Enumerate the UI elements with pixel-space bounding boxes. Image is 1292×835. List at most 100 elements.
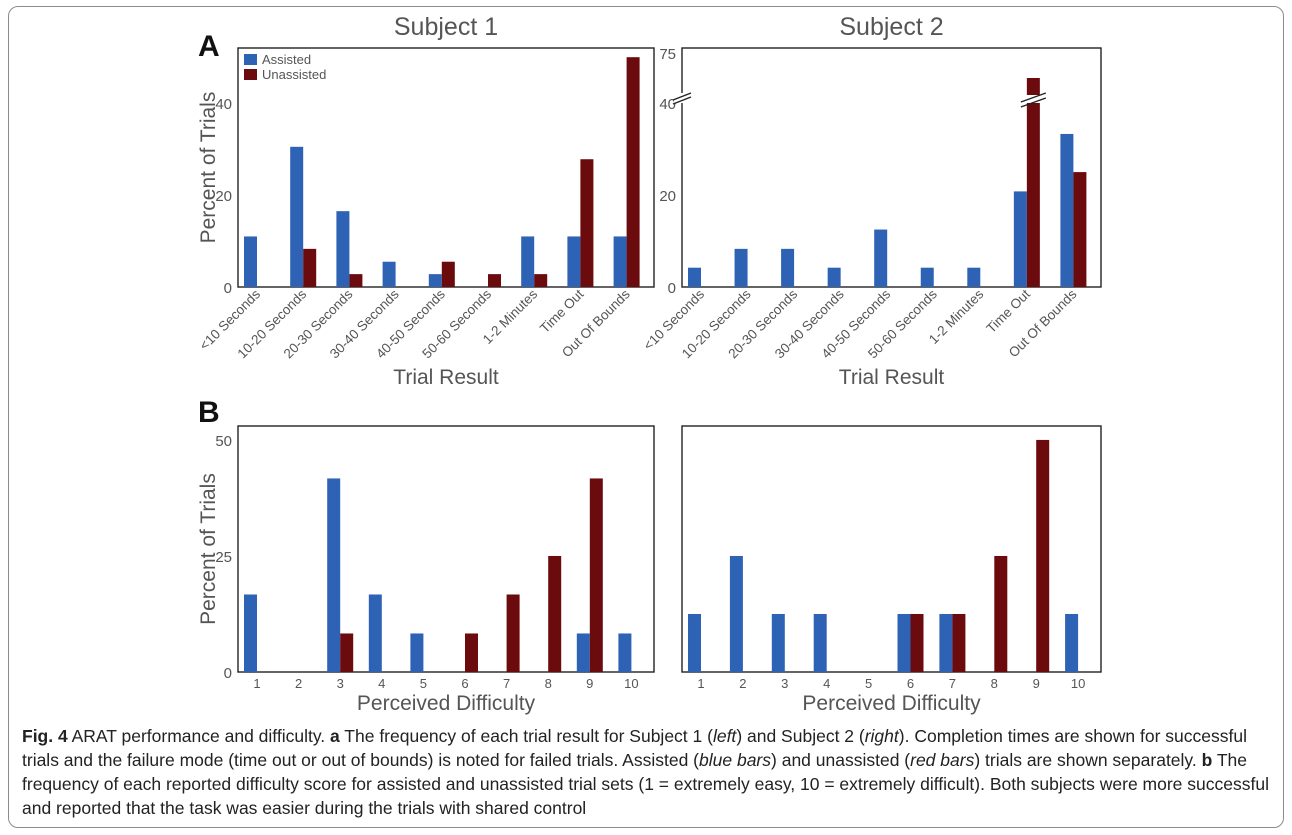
- chart-2-bar-assisted: [967, 267, 981, 287]
- chart-1-bar-unassisted: [303, 248, 317, 287]
- chart-4-xtick-label: 4: [823, 676, 830, 691]
- chart-4-bar-assisted: [813, 613, 827, 672]
- chart-2-bar-unassisted: [1026, 78, 1040, 287]
- chart-4-bar-unassisted: [952, 613, 966, 672]
- chart-3-bar-assisted: [368, 594, 382, 672]
- chart-3-xtick-label: 6: [461, 676, 468, 691]
- chart-4-xtick-label: 2: [739, 676, 746, 691]
- figure-caption: Fig. 4 ARAT performance and difficulty. …: [22, 724, 1278, 820]
- chart-3-bar-assisted: [244, 594, 257, 672]
- chart-3-bar-unassisted: [506, 594, 520, 672]
- chart-2-bar-assisted: [874, 229, 888, 287]
- chart-2-bar-break-gap: [1023, 95, 1043, 103]
- chart-1-bar-unassisted: [349, 274, 363, 287]
- caption-title: ARAT performance and difficulty.: [67, 726, 331, 746]
- caption-a-text-5: ) trials are shown separately.: [974, 750, 1202, 770]
- figure-frame: [8, 6, 1284, 828]
- chart-1-bar-unassisted: [626, 57, 640, 287]
- caption-blue-bars: blue bars: [699, 750, 772, 770]
- chart-3-xtick-label: 10: [624, 676, 638, 691]
- chart-2-ytick-label: 40: [659, 96, 676, 113]
- chart-3-bar-assisted: [327, 478, 341, 672]
- chart-1-bar-assisted: [244, 236, 257, 287]
- chart-2-ytick-label: 0: [668, 280, 676, 297]
- chart-1-bar-assisted: [290, 146, 304, 287]
- chart-1-ytick-label: 0: [224, 280, 232, 297]
- chart-2-axis-break-mark: [672, 92, 692, 101]
- chart-2-bar-assisted: [827, 267, 841, 287]
- chart-4-xtick-label: 5: [865, 676, 872, 691]
- chart-4-bar-assisted: [729, 555, 743, 672]
- chart-1-bar-assisted: [521, 236, 535, 287]
- caption-a-text-1: The frequency of each trial result for S…: [339, 726, 713, 746]
- chart-2-bar-assisted: [734, 248, 748, 287]
- caption-a-text-3: ). Completion times are shown for succes…: [22, 726, 1247, 770]
- chart-2-bar-assisted: [688, 267, 701, 287]
- caption-fig-label: Fig. 4: [22, 726, 68, 746]
- chart-2-ytick-label: 20: [659, 188, 676, 205]
- chart-4-xtick-label: 6: [907, 676, 914, 691]
- chart-4-bar-assisted: [897, 613, 911, 672]
- chart-2-bar-break-mark: [1020, 92, 1047, 103]
- chart-4-bar-assisted: [771, 613, 785, 672]
- chart-4-xtick-label: 7: [949, 676, 956, 691]
- chart-4-bar-unassisted: [910, 613, 924, 672]
- chart-1-bar-assisted: [567, 236, 581, 287]
- chart-3-bar-assisted: [410, 633, 424, 672]
- chart-4-bar-assisted: [1065, 613, 1079, 672]
- chart-2-bar-assisted: [1013, 191, 1027, 287]
- chart-4-xtick-label: 1: [697, 676, 704, 691]
- chart-1-ylabel: Percent of Trials: [197, 92, 220, 244]
- caption-red-bars: red bars: [910, 750, 975, 770]
- chart-2-xlabel: Trial Result: [839, 366, 945, 389]
- chart-2-plot-frame: [681, 47, 1102, 288]
- caption-right: right: [864, 726, 899, 746]
- chart-2-bar-break-mark: [1020, 97, 1047, 108]
- chart-2-bar-assisted: [1060, 133, 1074, 287]
- chart-4-xtick-label: 10: [1071, 676, 1085, 691]
- chart-3-ytick-label: 50: [215, 433, 232, 450]
- chart-4-plot-frame: [681, 425, 1102, 673]
- chart-1-bar-unassisted: [441, 261, 455, 287]
- chart-1-bar-assisted: [428, 274, 442, 287]
- chart-3-xtick-label: 1: [253, 676, 260, 691]
- chart-4-xtick-label: 9: [1033, 676, 1040, 691]
- chart-4-bar-assisted: [688, 613, 701, 672]
- caption-left: left: [712, 726, 737, 746]
- figure-charts: A B Subject 1 Percent of Trials Trial Result…: [197, 13, 1102, 715]
- chart-2-bar-unassisted: [1073, 172, 1087, 287]
- chart-3-bar-unassisted: [589, 478, 603, 672]
- chart-4-xtick-label: 8: [991, 676, 998, 691]
- chart-1-bar-unassisted: [534, 274, 548, 287]
- chart-3-xtick-label: 5: [420, 676, 427, 691]
- legend-label-assisted: Assisted: [262, 52, 311, 67]
- chart-2-bar-assisted: [781, 248, 795, 287]
- chart-3-ytick-label: 25: [215, 549, 232, 566]
- chart-1-bar-assisted: [382, 261, 396, 287]
- chart-3-bar-assisted: [576, 633, 590, 672]
- caption-a-label: a: [330, 726, 340, 746]
- chart-1-xlabel: Trial Result: [393, 366, 499, 389]
- chart-4-xlabel: Perceived Difficulty: [802, 692, 981, 715]
- chart-2-title: Subject 2: [839, 13, 943, 41]
- chart-4-xtick-label: 3: [781, 676, 788, 691]
- legend-label-unassisted: Unassisted: [262, 67, 326, 82]
- chart-3-bar-unassisted: [548, 555, 562, 672]
- chart-1-ytick-label: 20: [215, 188, 232, 205]
- chart-3-xtick-label: 9: [586, 676, 593, 691]
- chart-4-bar-unassisted: [994, 555, 1008, 672]
- caption-b-label: b: [1201, 750, 1213, 770]
- caption-a-text-2: ) and Subject 2 (: [736, 726, 865, 746]
- chart-3-xtick-label: 3: [337, 676, 344, 691]
- chart-3-xtick-label: 4: [378, 676, 385, 691]
- caption-b-text: The frequency of each reported difficult…: [22, 750, 1269, 818]
- chart-2-axis-break-gap: [674, 93, 690, 103]
- chart-1-title: Subject 1: [394, 13, 498, 41]
- chart-3-xlabel: Perceived Difficulty: [357, 692, 536, 715]
- chart-3-plot-frame: [237, 425, 655, 673]
- chart-3-xtick-label: 8: [545, 676, 552, 691]
- chart-3-xtick-label: 7: [503, 676, 510, 691]
- chart-3-bar-unassisted: [340, 633, 354, 672]
- chart-4-bar-unassisted: [1036, 439, 1050, 672]
- chart-3-bar-unassisted: [465, 633, 478, 672]
